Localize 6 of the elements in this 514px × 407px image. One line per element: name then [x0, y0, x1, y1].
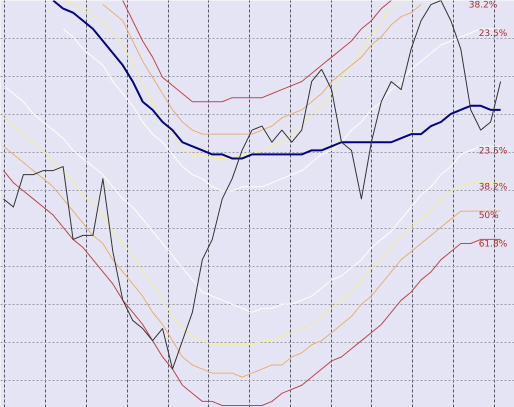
annotation: 38.2%	[468, 0, 498, 10]
series-label: 50%	[478, 211, 500, 222]
series-label: 23.5%	[478, 146, 508, 156]
series-label: 38.2%	[478, 182, 508, 193]
series-label: 61.8%	[478, 239, 508, 250]
series-label: 23.5%	[478, 28, 508, 39]
